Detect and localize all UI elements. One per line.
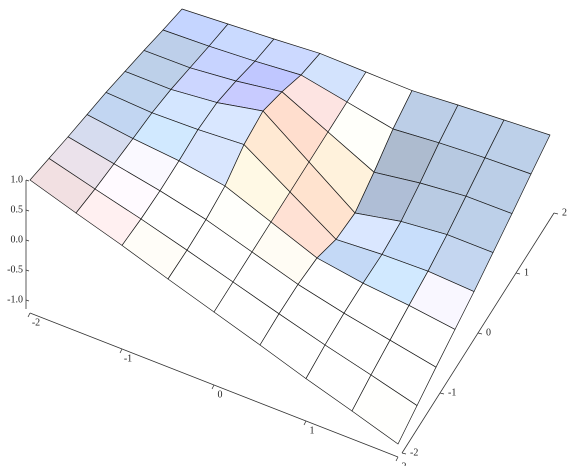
- y-tick-label: 1: [524, 267, 529, 278]
- x-tick: [119, 348, 123, 354]
- x-tick: [303, 420, 307, 426]
- x-tick-label: -1: [124, 353, 132, 364]
- x-tick-label: 2: [402, 461, 407, 466]
- x-tick: [27, 312, 31, 318]
- z-tick-label: 0.0: [11, 234, 24, 245]
- surface-patch: [351, 374, 418, 445]
- y-tick-label: 0: [486, 327, 491, 338]
- z-tick-label: 0.5: [11, 204, 24, 215]
- x-tick-label: 0: [218, 389, 223, 400]
- z-tick: [25, 209, 30, 212]
- z-tick-label: -1.0: [7, 294, 23, 305]
- z-tick: [25, 269, 30, 272]
- z-tick-label: 1.0: [11, 174, 24, 185]
- x-tick-label: -2: [32, 317, 40, 328]
- z-tick: [25, 239, 30, 242]
- x-tick: [211, 384, 215, 390]
- y-tick: [439, 392, 445, 395]
- z-tick-label: -0.5: [7, 264, 23, 275]
- y-tick: [477, 332, 483, 335]
- z-tick: [25, 299, 30, 302]
- y-tick: [515, 272, 521, 275]
- y-tick-label: -1: [448, 387, 456, 398]
- y-tick-label: 2: [562, 207, 567, 218]
- x-tick-label: 1: [310, 425, 315, 436]
- y-tick-label: -2: [410, 447, 418, 458]
- y-tick: [553, 212, 559, 215]
- surface: [29, 8, 551, 445]
- x-tick: [395, 456, 399, 462]
- z-tick: [25, 179, 30, 182]
- y-tick: [401, 452, 407, 455]
